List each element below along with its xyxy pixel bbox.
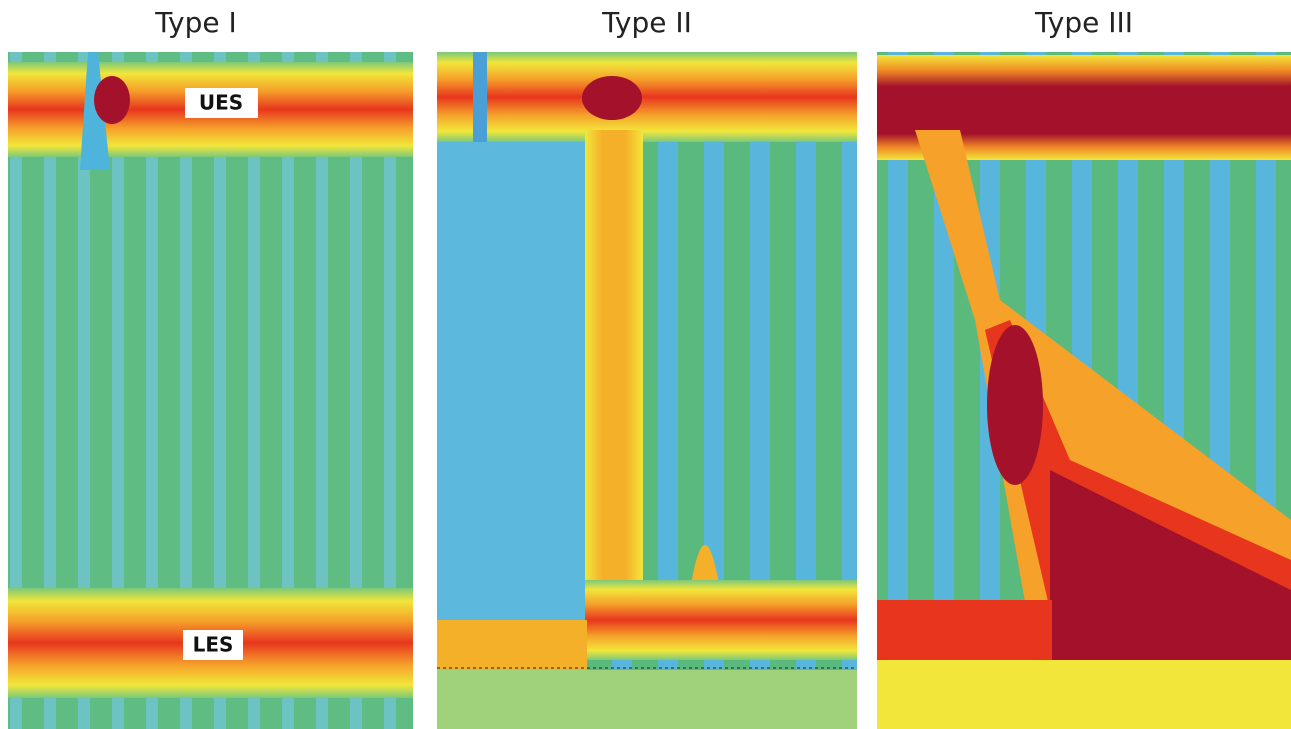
- spastic-peak: [987, 325, 1043, 485]
- ues-band: [437, 52, 857, 142]
- panel-title: Type II: [601, 6, 692, 39]
- ues-peak: [94, 76, 130, 124]
- stomach-zone: [877, 660, 1291, 729]
- swallow-spike: [473, 52, 487, 142]
- panel-type-3: Type III: [877, 6, 1291, 729]
- ues-peak: [582, 76, 642, 120]
- panel-type-2: Type II: [437, 6, 857, 729]
- les-label: LES: [193, 633, 234, 657]
- stomach-zone: [437, 670, 857, 729]
- figure: Type I UES LES Type II Type III: [0, 0, 1291, 729]
- ues-label: UES: [199, 91, 243, 115]
- panel-type-1: Type I UES LES: [8, 6, 413, 729]
- les-zone: [437, 620, 587, 670]
- les-band: [585, 580, 857, 660]
- pressurized-zone: [437, 130, 590, 620]
- les-band: [877, 600, 1052, 660]
- panel-title: Type I: [154, 6, 236, 39]
- panel-title: Type III: [1034, 6, 1133, 39]
